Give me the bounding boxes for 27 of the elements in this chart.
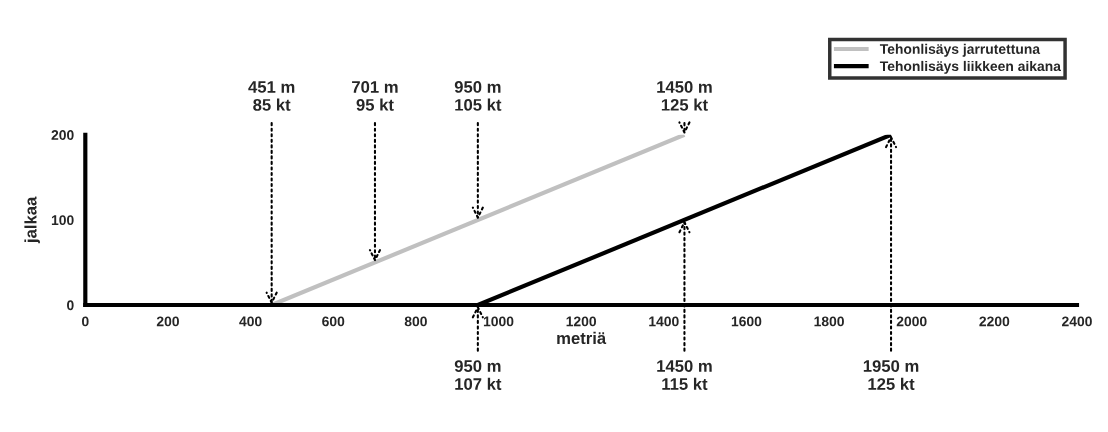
x-tick-label: 1400 [649, 316, 679, 327]
annotation: 1450 m 115 kt [657, 360, 712, 390]
y-tick-label: 100 [51, 215, 74, 226]
legend-label: Tehonlisäys liikkeen aikana [879, 60, 1062, 74]
y-tick-label: 0 [67, 300, 74, 311]
annotation: 950 m 107 kt [454, 360, 502, 390]
x-tick-label: 800 [404, 316, 427, 327]
annotation: 701 m 95 kt [352, 81, 398, 111]
annotation: 950 m 105 kt [454, 81, 502, 111]
y-axis-title: jalkaa [24, 196, 40, 244]
x-tick-label: 2400 [1062, 316, 1092, 327]
legend-label: Tehonlisäys jarrutettuna [879, 43, 1041, 57]
x-tick-label: 200 [156, 316, 179, 327]
annotation: 1950 m 125 kt [863, 360, 919, 390]
x-axis-title: metriä [557, 331, 607, 345]
x-tick-label: 0 [82, 316, 89, 327]
x-tick-label: 1800 [814, 316, 844, 327]
x-tick-label: 400 [239, 316, 262, 327]
x-tick-label: 2200 [979, 316, 1010, 327]
x-tick-label: 1200 [566, 316, 597, 327]
x-tick-label: 1000 [483, 316, 514, 327]
x-tick-label: 1600 [731, 316, 762, 327]
x-tick-label: 600 [322, 316, 345, 327]
y-tick-label: 200 [51, 130, 74, 140]
annotation: 1450 m 125 kt [657, 81, 712, 111]
annotation: 451 m 85 kt [248, 81, 295, 111]
x-tick-label: 2000 [896, 316, 927, 327]
